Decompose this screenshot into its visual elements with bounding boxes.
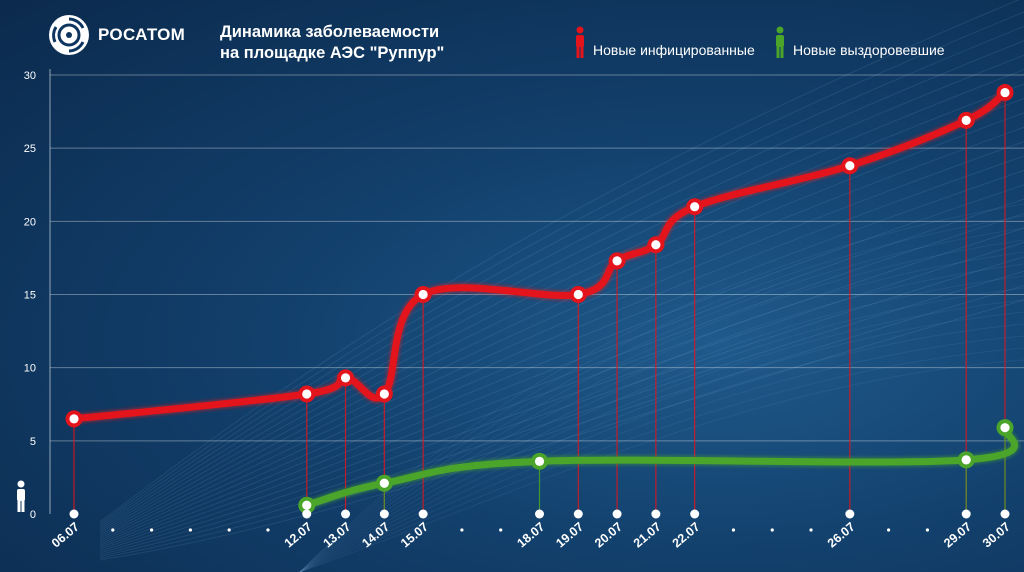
x-axis-dot-11.07 [266, 528, 270, 532]
x-axis-dot-16.07 [460, 528, 464, 532]
x-axis-dot-23.07 [731, 528, 736, 532]
chart-title-line2: на площадке АЭС "Руппур" [220, 44, 445, 62]
point-s0-30.07 [1000, 87, 1010, 98]
point-s1-14.07 [379, 478, 389, 488]
x-axis-marker-30.07 [1000, 509, 1010, 519]
point-s1-30.07 [1000, 423, 1010, 433]
y-tick-label: 20 [24, 216, 36, 228]
point-s0-12.07 [302, 389, 312, 399]
legend-item-recovered: Новые выздоровевшие [773, 26, 945, 58]
point-s0-13.07 [340, 373, 351, 383]
point-s1-18.07 [534, 456, 545, 466]
point-s0-15.07 [418, 289, 428, 300]
data-points [65, 84, 1014, 514]
x-axis-dot-08.07 [149, 528, 154, 532]
x-axis-marker-14.07 [379, 509, 389, 519]
x-axis-dot-17.07 [499, 528, 503, 532]
x-axis-marker-20.07 [612, 509, 622, 519]
legend-label-infected: Новые инфицированные [593, 42, 755, 58]
series-line-0 [70, 89, 1009, 423]
x-axis-marker-12.07 [302, 509, 312, 519]
legend-item-infected: Новые инфицированные [573, 26, 755, 58]
x-axis-dot-07.07 [111, 528, 115, 532]
x-axis-dot-09.07 [188, 528, 192, 532]
point-s0-06.07 [69, 414, 79, 424]
point-s1-12.07 [302, 500, 312, 510]
person-green-icon [776, 26, 784, 58]
x-axis-marker-19.07 [573, 509, 583, 519]
y-tick-label: 30 [24, 70, 36, 82]
point-s0-29.07 [961, 115, 971, 125]
point-s1-29.07 [961, 455, 971, 465]
background-waves [99, 0, 1024, 572]
y-tick-label: 25 [24, 143, 36, 155]
y-tick-label: 5 [30, 436, 36, 448]
x-tick-label-20.07: 20.07 [592, 520, 625, 551]
x-axis-marker-21.07 [651, 509, 661, 519]
point-s0-19.07 [573, 289, 583, 300]
y-tick-label: 15 [24, 290, 36, 302]
rosatom-logo-icon [49, 15, 89, 55]
point-s0-20.07 [612, 256, 622, 266]
x-tick-label-18.07: 18.07 [514, 520, 547, 551]
x-axis-marker-13.07 [341, 509, 351, 519]
x-axis-marker-26.07 [845, 509, 855, 519]
x-tick-label-21.07: 21.07 [631, 520, 664, 551]
grid-lines [49, 69, 1024, 514]
legend-label-recovered: Новые выздоровевшие [793, 42, 945, 58]
brand-logo: РОСАТОМ [48, 14, 185, 56]
x-axis-marker-06.07 [69, 509, 79, 519]
person-baseline-icon [17, 480, 25, 512]
x-axis-marker-22.07 [690, 509, 700, 519]
x-tick-label-12.07: 12.07 [282, 520, 315, 551]
point-s0-22.07 [690, 202, 700, 212]
x-tick-label-06.07: 06.07 [49, 520, 82, 551]
chart-title: Динамика заболеваемости на площадке АЭС … [220, 22, 444, 64]
x-axis-dot-24.07 [770, 528, 774, 532]
series-lines [68, 87, 1020, 511]
y-tick-label: 0 [30, 509, 36, 521]
x-tick-label-19.07: 19.07 [553, 520, 586, 551]
brand-name: РОСАТОМ [98, 25, 186, 44]
x-tick-label-26.07: 26.07 [825, 520, 858, 551]
x-axis-marker-29.07 [961, 509, 971, 519]
drop-lines [73, 92, 1006, 514]
person-red-icon [576, 26, 584, 58]
point-s0-26.07 [845, 161, 855, 171]
x-axis-dot-25.07 [809, 528, 813, 532]
y-tick-label: 10 [24, 363, 36, 375]
x-axis-dot-28.07 [925, 528, 930, 532]
point-s0-21.07 [651, 240, 661, 250]
x-axis-marker-15.07 [418, 509, 428, 519]
x-tick-label-30.07: 30.07 [980, 520, 1013, 551]
x-axis-marker-18.07 [535, 509, 544, 519]
chart-title-line1: Динамика заболеваемости [220, 23, 440, 41]
series-glow-0 [68, 87, 1011, 425]
x-axis-dot-27.07 [887, 528, 891, 532]
x-axis-dot-10.07 [227, 528, 231, 532]
point-s0-14.07 [379, 389, 389, 399]
x-tick-label-29.07: 29.07 [941, 520, 974, 551]
x-tick-label-22.07: 22.07 [670, 520, 703, 551]
